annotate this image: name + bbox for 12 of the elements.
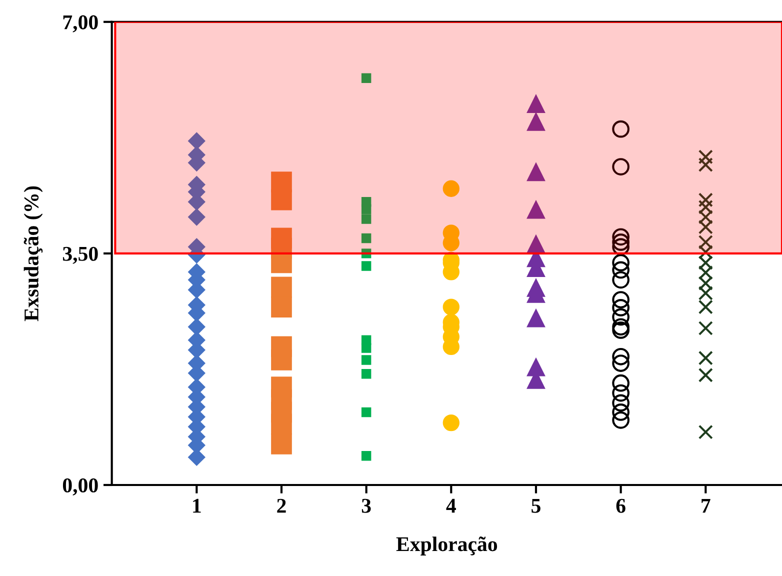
x-tick-label: 1 [193,498,201,513]
x-axis-title: Exploração [396,536,498,556]
x-tick-label: 3 [362,498,371,513]
x-tick-label: 7 [702,499,710,513]
x-tick-label: 4 [446,498,456,513]
y-tick-label: 3,50 [62,246,98,264]
y-axis-title: Exsudação (%) [24,186,43,322]
y-tick-label: 7,00 [63,15,98,32]
x-tick-label: 5 [532,499,540,513]
x-tick-label: 2 [277,498,286,513]
x-tick-label: 6 [616,498,626,513]
y-tick-label: 0,00 [62,478,98,496]
